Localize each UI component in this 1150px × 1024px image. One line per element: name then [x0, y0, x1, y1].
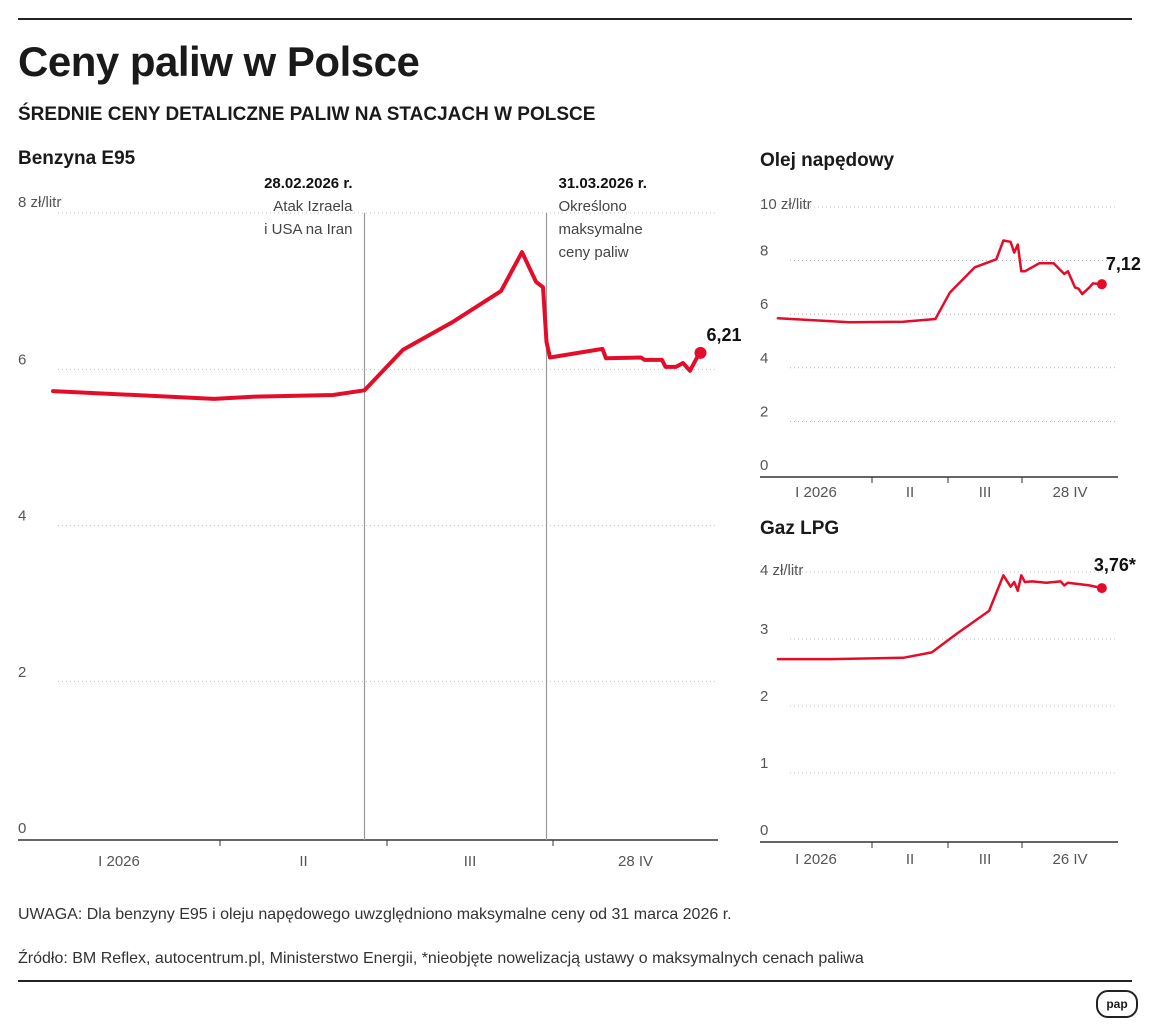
benzyna-x-tick-label: I 2026 [98, 853, 140, 870]
lpg-x-tick-label: II [906, 851, 914, 868]
page-title: Ceny paliw w Polsce [18, 38, 420, 85]
diesel-x-tick-label: I 2026 [795, 484, 837, 501]
lpg-y-tick-label: 3 [760, 621, 768, 638]
diesel-y-tick-label: 6 [760, 296, 768, 313]
benzyna-panel-title: Benzyna E95 [18, 148, 136, 169]
lpg-x-tick-label: 26 IV [1052, 851, 1087, 868]
benzyna-series-line [51, 250, 703, 401]
diesel-series-line [776, 239, 1104, 324]
event-text-2: maksymalne [559, 221, 643, 238]
diesel-y-tick-label: 8 [760, 243, 768, 260]
lpg-y-tick-label: 2 [760, 688, 768, 705]
lpg-y-tick-label: 1 [760, 755, 768, 772]
lpg-x-tick-label: I 2026 [795, 851, 837, 868]
benzyna-y-tick-label: 0 [18, 820, 26, 837]
benzyna-end-label: 6,21 [707, 325, 742, 345]
diesel-x-tick-label: III [979, 484, 992, 501]
diesel-x-tick-label: II [906, 484, 914, 501]
note-uwaga: UWAGA: Dla benzyny E95 i oleju napędoweg… [18, 906, 732, 923]
diesel-end-point [1096, 279, 1107, 290]
diesel-y-tick-label: 4 [760, 350, 768, 367]
benzyna-y-tick-label: 2 [18, 664, 26, 681]
event-text-1: Atak Izraela [273, 198, 353, 215]
event-date-1: 28.02.2026 r. [264, 175, 352, 192]
benzyna-x-tick-label: 28 IV [618, 853, 653, 870]
lpg-x-tick-label: III [979, 851, 992, 868]
benzyna-y-tick-label: 6 [18, 351, 26, 368]
pap-logo: pap [1096, 990, 1138, 1018]
event-text-1: i USA na Iran [264, 221, 352, 238]
event-text-2: Określono [559, 198, 627, 215]
top-rule [18, 18, 1132, 20]
diesel-y-tick-label: 2 [760, 403, 768, 420]
benzyna-x-tick-label: II [299, 853, 307, 870]
diesel-end-label: 7,12 [1106, 254, 1141, 274]
diesel-y-tick-label: 0 [760, 457, 768, 474]
diesel-unit-label: 10 zł/litr [760, 196, 812, 213]
benzyna-x-tick-label: III [464, 853, 477, 870]
lpg-end-point [1096, 583, 1107, 594]
lpg-y-tick-label: 0 [760, 822, 768, 839]
bottom-rule [18, 980, 1132, 982]
lpg-end-label: 3,76* [1094, 555, 1136, 575]
benzyna-end-point [694, 346, 707, 359]
event-text-2: ceny paliw [559, 244, 629, 261]
lpg-series-line [776, 574, 1104, 661]
lpg-unit-label: 4 zł/litr [760, 562, 803, 579]
benzyna-unit-label: 8 zł/litr [18, 194, 61, 211]
diesel-x-tick-label: 28 IV [1052, 484, 1087, 501]
benzyna-y-tick-label: 4 [18, 508, 26, 525]
event-date-2: 31.03.2026 r. [559, 175, 647, 192]
lpg-panel-title: Gaz LPG [760, 518, 840, 539]
diesel-panel-title: Olej napędowy [760, 150, 895, 171]
page-subtitle: ŚREDNIE CENY DETALICZNE PALIW NA STACJAC… [18, 104, 596, 125]
note-source: Źródło: BM Reflex, autocentrum.pl, Minis… [18, 950, 864, 967]
